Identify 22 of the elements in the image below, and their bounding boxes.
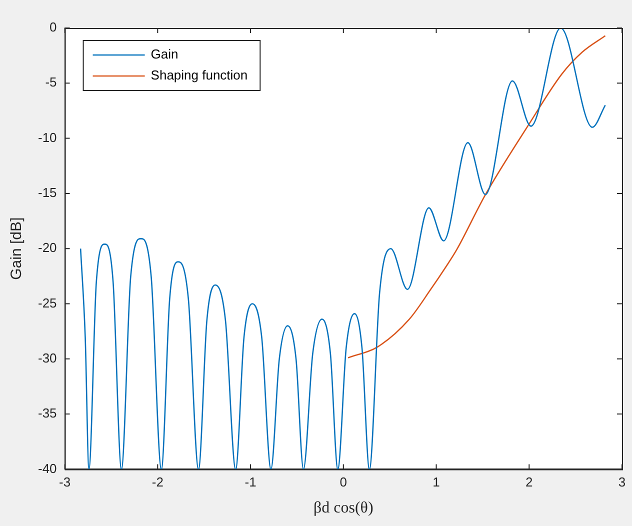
y-tick-label: -20 bbox=[38, 240, 57, 256]
legend-label: Gain bbox=[150, 46, 178, 62]
y-tick-label: -15 bbox=[38, 185, 57, 200]
x-tick-label: 0 bbox=[340, 474, 348, 490]
legend-label: Shaping function bbox=[150, 68, 248, 83]
x-axis-title: βd cos(θ) bbox=[313, 500, 374, 517]
y-tick-label: -30 bbox=[38, 350, 57, 366]
y-tick-label: -40 bbox=[38, 460, 57, 476]
y-tick-label: -35 bbox=[38, 406, 57, 421]
line-series bbox=[347, 35, 606, 358]
line-series bbox=[80, 28, 606, 470]
x-tick-label: 3 bbox=[618, 474, 626, 490]
y-tick-label: 0 bbox=[50, 20, 57, 35]
x-tick-label: 2 bbox=[526, 474, 533, 490]
x-tick-label: -1 bbox=[244, 474, 256, 490]
x-tick-label: 1 bbox=[432, 474, 440, 490]
y-tick-label: -5 bbox=[45, 74, 57, 90]
y-axis-title: Gain [dB] bbox=[8, 217, 26, 280]
y-tick-label: -10 bbox=[38, 130, 57, 145]
y-tick-label: -25 bbox=[38, 295, 57, 310]
x-tick-label: -2 bbox=[152, 474, 164, 490]
x-tick-label: -3 bbox=[59, 474, 71, 490]
